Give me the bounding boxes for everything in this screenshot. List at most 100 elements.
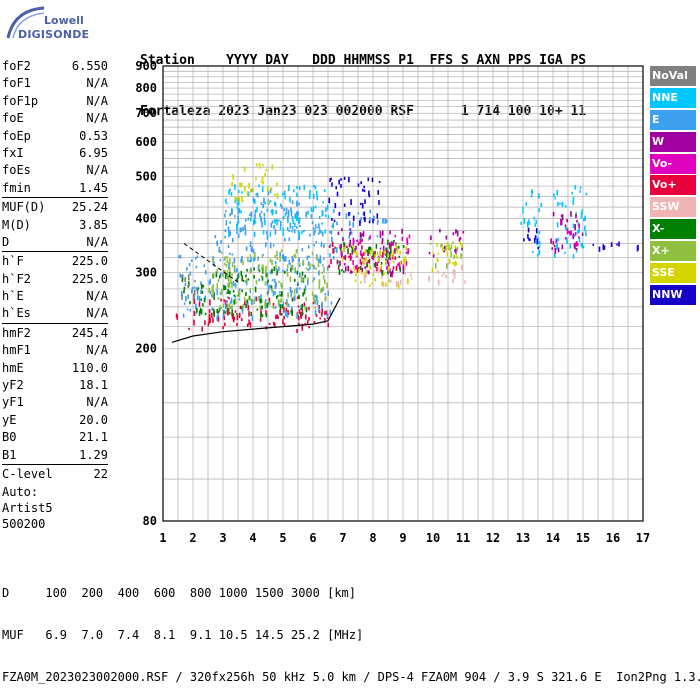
echo-mark xyxy=(353,240,355,244)
echo-mark xyxy=(302,292,304,297)
echo-mark xyxy=(362,231,365,237)
param-row: hmF1 N/A xyxy=(2,342,108,359)
echo-mark xyxy=(553,244,556,248)
echo-mark xyxy=(295,215,298,222)
echo-mark xyxy=(321,271,324,274)
echo-mark xyxy=(257,256,259,261)
echo-mark xyxy=(407,278,409,285)
echo-mark xyxy=(374,278,376,282)
echo-mark xyxy=(183,302,186,305)
echo-mark xyxy=(200,289,202,294)
echo-mark xyxy=(260,218,262,222)
echo-mark xyxy=(432,253,435,258)
echo-mark xyxy=(369,235,371,240)
echo-mark xyxy=(329,253,331,258)
echo-mark xyxy=(564,224,567,228)
echo-mark xyxy=(254,199,256,205)
echo-mark xyxy=(369,284,371,287)
echo-mark xyxy=(372,270,375,274)
echo-mark xyxy=(259,298,262,304)
echo-mark xyxy=(262,266,265,273)
echo-mark xyxy=(522,206,524,211)
x-tick-label: 7 xyxy=(339,531,346,545)
echo-mark xyxy=(246,278,248,284)
echo-mark xyxy=(331,241,334,248)
echo-mark xyxy=(260,310,262,315)
echo-mark xyxy=(394,235,397,238)
echo-mark xyxy=(300,276,303,282)
echo-mark xyxy=(208,280,211,286)
echo-mark xyxy=(241,195,243,202)
echo-mark xyxy=(538,245,541,249)
echo-mark xyxy=(557,237,560,242)
param-name: M(D) xyxy=(2,217,31,232)
echo-mark xyxy=(287,303,290,308)
echo-mark xyxy=(231,262,234,268)
echo-mark xyxy=(225,220,228,226)
param-row: MUF(D) 25.24 xyxy=(2,199,108,216)
echo-mark xyxy=(254,252,256,258)
echo-mark xyxy=(360,216,363,220)
echo-mark xyxy=(175,313,178,318)
echo-mark xyxy=(284,238,286,242)
echo-mark xyxy=(270,187,273,191)
echo-mark xyxy=(432,252,435,255)
param-name: hmE xyxy=(2,360,24,375)
echo-mark xyxy=(572,233,574,240)
echo-mark xyxy=(276,220,278,226)
echo-mark xyxy=(226,309,229,315)
echo-mark xyxy=(236,294,239,297)
echo-mark xyxy=(566,219,568,223)
y-tick-label: 600 xyxy=(135,135,157,149)
footer-distance-row: D 100 200 400 600 800 1000 1500 3000 [km… xyxy=(2,586,357,600)
echo-mark xyxy=(236,322,238,326)
echo-mark xyxy=(339,260,341,266)
y-tick-label: 200 xyxy=(135,342,157,356)
echo-mark xyxy=(238,197,241,203)
echo-mark xyxy=(388,246,391,249)
echo-mark xyxy=(244,299,246,306)
x-tick-label: 15 xyxy=(576,531,590,545)
echo-mark xyxy=(290,310,292,314)
echo-mark xyxy=(212,284,214,288)
param-value: 21.1 xyxy=(79,430,108,445)
echo-mark xyxy=(368,220,371,224)
echo-mark xyxy=(553,193,555,198)
echo-mark xyxy=(373,263,376,267)
logo-brand-top: Lowell xyxy=(44,14,84,27)
echo-mark xyxy=(598,246,601,252)
echo-mark xyxy=(241,289,243,293)
echo-mark xyxy=(392,260,395,264)
legend-item: X+ xyxy=(650,241,696,262)
echo-mark xyxy=(301,271,304,276)
echo-mark xyxy=(362,252,365,256)
echo-mark xyxy=(286,299,288,302)
header-labels: Station YYYY DAY DDD HHMMSS P1 FFS S AXN… xyxy=(140,53,587,68)
param-value: 245.4 xyxy=(71,325,108,340)
echo-mark xyxy=(317,261,320,268)
param-name: h`Es xyxy=(2,306,31,321)
echo-mark xyxy=(566,227,568,230)
param-row: fxI 6.95 xyxy=(2,145,108,162)
echo-mark xyxy=(387,270,389,275)
echo-mark xyxy=(227,308,230,313)
echo-mark xyxy=(250,188,252,193)
echo-mark xyxy=(234,184,236,190)
echo-mark xyxy=(298,186,301,190)
echo-mark xyxy=(324,279,326,285)
echo-mark xyxy=(253,275,255,279)
echo-mark xyxy=(455,253,458,258)
echo-mark xyxy=(276,314,279,319)
param-name: fxI xyxy=(2,145,24,160)
echo-mark xyxy=(314,230,316,233)
echo-mark xyxy=(250,211,253,217)
echo-mark xyxy=(390,250,392,254)
echo-mark xyxy=(573,234,576,238)
echo-mark xyxy=(274,202,277,207)
echo-mark xyxy=(361,233,363,237)
echo-mark xyxy=(227,296,229,299)
echo-mark xyxy=(315,256,318,261)
echo-mark xyxy=(240,182,243,187)
echo-mark xyxy=(364,199,366,204)
echo-mark xyxy=(557,247,560,253)
